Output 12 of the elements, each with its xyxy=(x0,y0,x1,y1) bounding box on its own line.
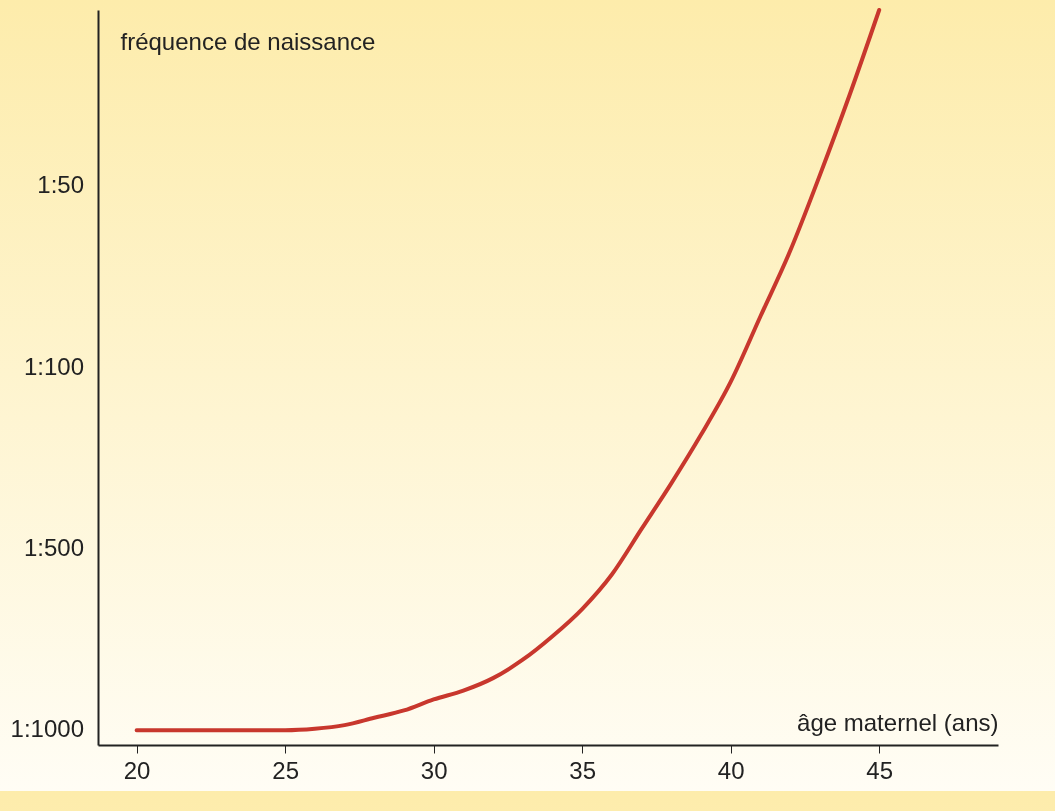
x-tick-label: 20 xyxy=(123,756,151,784)
text: 1:100 xyxy=(23,352,84,380)
x-tick-label: 45 xyxy=(866,756,894,784)
x-axis-title: âge maternel (ans) xyxy=(797,708,999,736)
y-axis-title: fréquence de naissance xyxy=(120,27,376,55)
x-tick-label: 35 xyxy=(569,756,597,784)
x-tick-label: 25 xyxy=(272,756,299,784)
text: 1:50 xyxy=(37,171,84,199)
x-tick-label: 30 xyxy=(420,756,448,784)
x-tick-label: 40 xyxy=(717,756,745,784)
text: 1:1000 xyxy=(10,715,84,743)
text: 1:500 xyxy=(23,533,84,561)
